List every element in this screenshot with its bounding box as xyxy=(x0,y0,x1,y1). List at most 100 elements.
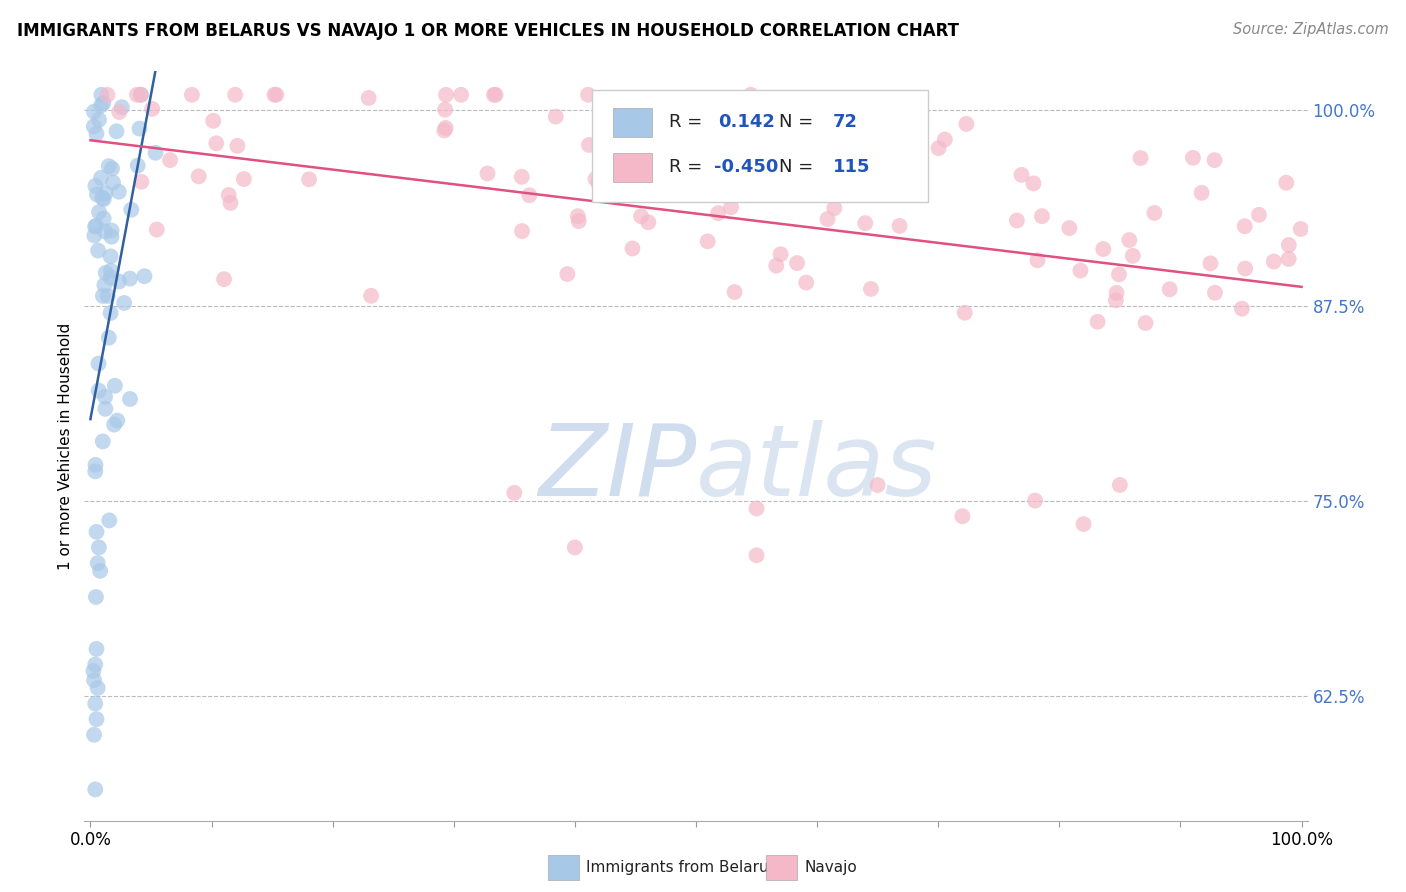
Point xyxy=(86,641,108,656)
Point xyxy=(621,242,644,256)
Point xyxy=(578,138,600,153)
Point xyxy=(93,211,115,226)
Point xyxy=(745,501,768,516)
Point xyxy=(928,141,950,155)
Point xyxy=(91,191,114,205)
Point xyxy=(638,165,661,179)
Point xyxy=(567,209,589,223)
Point xyxy=(1278,252,1301,266)
Point xyxy=(83,728,105,742)
Point xyxy=(103,417,125,432)
Point xyxy=(557,267,579,281)
Point xyxy=(84,697,107,711)
Point xyxy=(503,485,526,500)
Point xyxy=(263,87,285,102)
Point xyxy=(637,215,659,229)
Point xyxy=(1026,253,1049,268)
Point xyxy=(101,176,124,190)
Point xyxy=(87,244,110,258)
Y-axis label: 1 or more Vehicles in Household: 1 or more Vehicles in Household xyxy=(58,322,73,570)
Point xyxy=(100,264,122,278)
Point xyxy=(1143,206,1166,220)
Point xyxy=(84,219,107,233)
Point xyxy=(568,214,591,228)
Point xyxy=(86,556,108,570)
Point xyxy=(1073,516,1095,531)
Point xyxy=(105,124,128,138)
Point xyxy=(266,87,288,102)
Point xyxy=(823,201,845,215)
Point xyxy=(768,131,790,145)
Point xyxy=(866,478,889,492)
Point xyxy=(159,153,181,167)
Point xyxy=(90,87,112,102)
Point xyxy=(145,145,167,160)
Point xyxy=(100,306,122,320)
Point xyxy=(1199,256,1222,270)
Point xyxy=(83,673,105,687)
Point xyxy=(128,121,150,136)
Point xyxy=(108,275,131,289)
Point xyxy=(510,224,533,238)
Text: N =: N = xyxy=(779,158,820,177)
Point xyxy=(1234,261,1257,276)
Point xyxy=(98,513,121,527)
Point xyxy=(86,524,108,539)
Point xyxy=(93,96,115,111)
Point xyxy=(588,176,610,190)
FancyBboxPatch shape xyxy=(613,108,652,136)
Text: IMMIGRANTS FROM BELARUS VS NAVAJO 1 OR MORE VEHICLES IN HOUSEHOLD CORRELATION CH: IMMIGRANTS FROM BELARUS VS NAVAJO 1 OR M… xyxy=(17,22,959,40)
Point xyxy=(591,118,613,132)
Point xyxy=(104,378,127,392)
Point xyxy=(786,256,808,270)
Point xyxy=(205,136,228,151)
Point xyxy=(1204,153,1226,168)
Point xyxy=(1129,151,1152,165)
Point xyxy=(94,186,117,200)
Point xyxy=(901,161,924,175)
Point xyxy=(86,127,108,141)
Point xyxy=(1022,177,1045,191)
FancyBboxPatch shape xyxy=(613,153,652,181)
Point xyxy=(901,126,924,140)
Point xyxy=(1275,176,1298,190)
Point xyxy=(87,357,110,371)
Point xyxy=(127,159,149,173)
Point xyxy=(517,188,540,202)
Point xyxy=(96,87,118,102)
Point xyxy=(745,548,768,563)
Point xyxy=(1191,186,1213,200)
Point xyxy=(1092,242,1115,256)
Point xyxy=(1059,221,1081,235)
Point xyxy=(434,120,457,135)
Point xyxy=(596,175,619,189)
Point xyxy=(129,87,152,102)
Point xyxy=(218,188,240,202)
Point xyxy=(86,681,108,695)
Point xyxy=(510,169,533,184)
Point xyxy=(84,782,107,797)
Point xyxy=(434,103,457,117)
Point xyxy=(1159,282,1181,296)
Point xyxy=(360,289,382,303)
Point xyxy=(1118,233,1140,247)
Point xyxy=(1135,316,1157,330)
Point xyxy=(357,91,380,105)
Point xyxy=(83,120,105,134)
Point xyxy=(141,102,163,116)
Point xyxy=(112,296,135,310)
Point xyxy=(100,229,122,244)
Point xyxy=(108,105,131,120)
Point xyxy=(89,564,111,578)
Text: R =: R = xyxy=(669,113,709,131)
Point xyxy=(884,160,907,174)
Point xyxy=(134,269,156,284)
Point xyxy=(118,271,141,285)
Point xyxy=(853,216,876,230)
Point xyxy=(145,222,167,236)
Point xyxy=(1181,151,1204,165)
Text: 72: 72 xyxy=(832,113,858,131)
Point xyxy=(889,219,911,233)
Point xyxy=(100,270,122,285)
Point xyxy=(111,100,134,114)
